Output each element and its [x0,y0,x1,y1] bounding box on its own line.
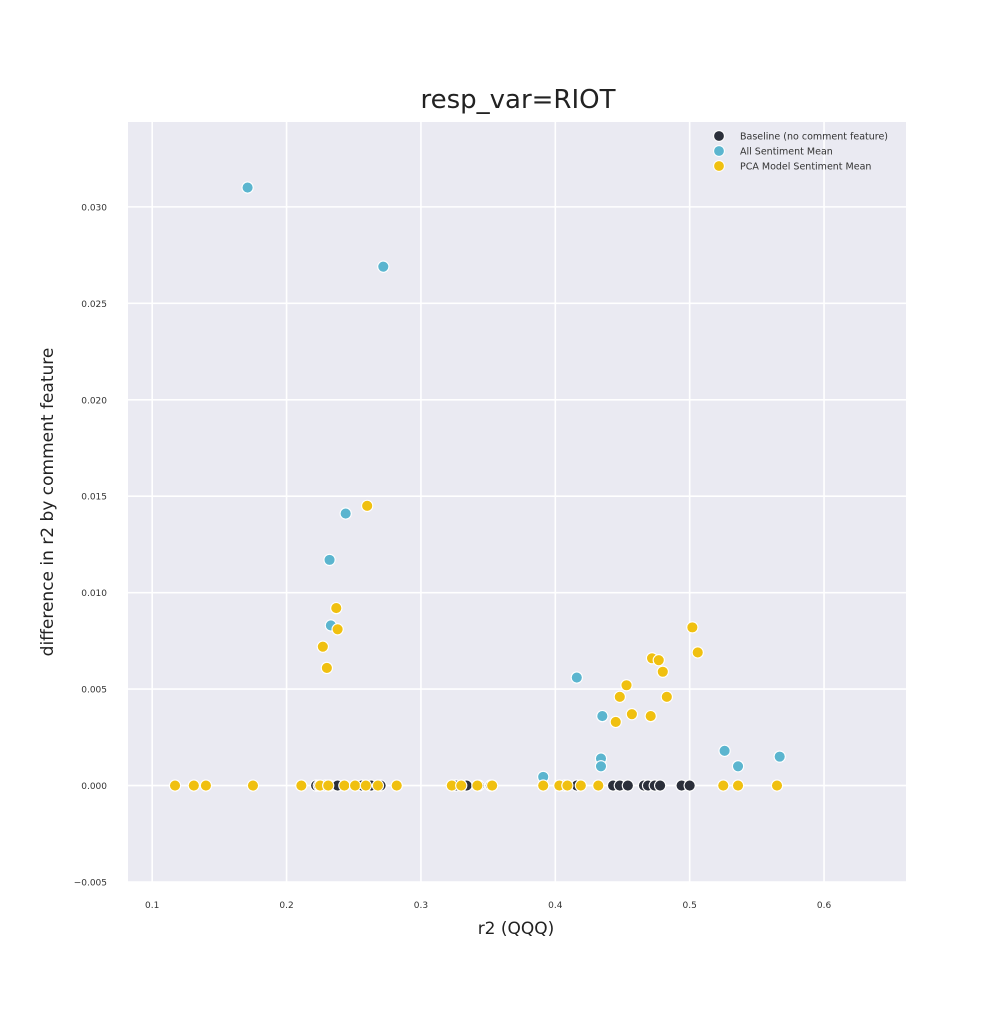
chart-title: resp_var=RIOT [420,85,615,115]
data-point-series-1 [718,744,731,757]
data-point-series-2 [168,779,182,792]
data-point-series-0 [653,779,667,792]
x-tick-label: 0.2 [279,901,293,911]
legend-marker [713,160,725,172]
data-point-series-0 [621,779,635,792]
data-point-series-2 [686,621,699,634]
data-point-series-2 [613,690,626,703]
data-point-series-2 [320,661,334,675]
y-tick-labels: −0.005 0.000 0.005 0.010 0.015 0.020 0.025 0.03… [74,203,108,888]
x-tick-label: 0.4 [548,901,563,911]
grid-lines [128,122,906,883]
data-point-series-2 [652,654,665,667]
legend: Baseline (no comment feature) All Sentime… [713,130,888,173]
x-tick-label: 0.5 [683,901,697,911]
data-point-series-2 [770,779,784,792]
x-axis-label: r2 (QQQ) [478,919,555,939]
data-point-series-2 [574,779,587,792]
data-point-series-2 [371,779,385,792]
data-point-series-1 [731,760,745,773]
data-point-series-1 [594,760,608,773]
x-tick-labels: 0.1 0.2 0.3 0.4 0.5 0.6 [145,901,831,911]
data-point-series-2 [471,779,484,792]
data-point-series-2 [644,709,657,723]
y-tick-label: 0.000 [81,782,107,792]
data-point-series-2 [338,779,351,792]
data-point-series-2 [359,779,372,792]
data-point-series-1 [339,507,352,520]
data-point-series-2 [561,779,574,792]
data-point-series-2 [390,779,403,792]
data-point-series-2 [330,601,343,615]
data-point-series-1 [773,750,786,763]
y-tick-label: 0.005 [81,686,107,696]
legend-label: PCA Model Sentiment Mean [740,162,871,173]
legend-label: All Sentiment Mean [740,147,833,158]
data-point-series-2 [316,640,329,653]
data-point-series-2 [691,646,704,659]
y-tick-label: −0.005 [74,879,107,889]
data-points [168,181,786,792]
legend-marker [713,145,725,157]
y-axis-label: difference in r2 by comment feature [38,348,58,657]
data-point-series-0 [683,779,696,792]
legend-label: Baseline (no comment feature) [740,132,888,143]
data-point-series-1 [596,709,609,723]
y-tick-label: 0.025 [81,300,107,310]
data-point-series-2 [455,779,468,792]
data-point-series-2 [731,779,745,792]
y-tick-label: 0.020 [81,396,107,406]
data-point-series-1 [570,671,583,684]
data-point-series-2 [592,779,605,792]
data-point-series-1 [377,260,390,273]
data-point-series-2 [295,779,308,792]
plot-area [128,122,906,882]
x-tick-label: 0.6 [817,901,832,911]
data-point-series-1 [241,181,254,194]
data-point-series-2 [656,665,669,678]
data-point-series-1 [323,553,336,567]
data-point-series-2 [609,715,622,729]
data-point-series-2 [246,779,260,792]
y-tick-label: 0.030 [81,203,107,213]
data-point-series-2 [199,779,213,792]
data-point-series-2 [187,779,200,792]
data-point-series-2 [348,779,362,792]
data-point-series-2 [485,779,499,792]
data-point-series-2 [322,779,335,792]
data-point-series-2 [331,623,344,636]
data-point-series-2 [660,690,673,703]
y-tick-label: 0.010 [81,589,107,599]
x-tick-label: 0.3 [414,901,428,911]
data-point-series-2 [717,779,730,792]
data-point-series-2 [537,779,550,792]
data-point-series-2 [625,708,639,721]
data-point-series-2 [361,499,374,513]
data-point-series-2 [620,679,633,692]
y-tick-label: 0.015 [81,493,107,503]
legend-marker [713,130,725,142]
x-tick-label: 0.1 [145,901,159,911]
